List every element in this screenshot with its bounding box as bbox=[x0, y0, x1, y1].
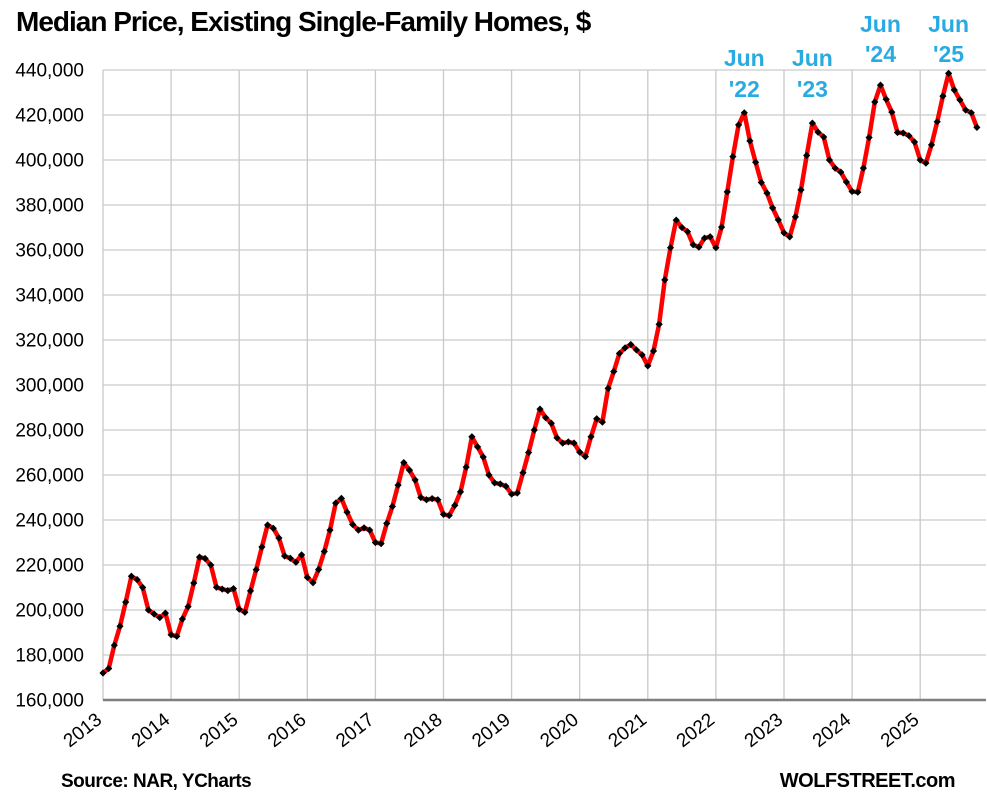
annotation-label: '22 bbox=[729, 76, 760, 102]
x-axis-labels: 2013 2014 2015 2016 2017 2018 2019 2020 2021 2022… bbox=[60, 709, 923, 752]
x-tick-label: 2025 bbox=[877, 709, 923, 752]
y-tick-label: 220,000 bbox=[15, 556, 84, 577]
y-tick-label: 340,000 bbox=[15, 286, 84, 307]
x-tick-label: 2023 bbox=[741, 709, 787, 752]
brand-wolfstreet: WOLFSTREET.com bbox=[779, 770, 956, 792]
x-tick-label: 2018 bbox=[400, 709, 446, 752]
annotation-label: '25 bbox=[933, 41, 964, 67]
x-tick-label: 2016 bbox=[264, 709, 310, 752]
x-tick-label: 2019 bbox=[468, 709, 514, 752]
y-tick-label: 200,000 bbox=[15, 601, 84, 622]
annotation-label: Jun bbox=[724, 45, 765, 71]
annotation-label: Jun bbox=[928, 11, 969, 37]
y-axis-labels: 160,000 180,000 200,000 220,000 240,000 260,0… bbox=[15, 61, 84, 712]
y-tick-label: 180,000 bbox=[15, 646, 84, 667]
peak-annotations: Jun '22 Jun '23 Jun '24 Jun '25 bbox=[724, 11, 969, 102]
annotation-label: Jun bbox=[860, 11, 901, 37]
annotation-label: Jun bbox=[792, 45, 833, 71]
y-tick-label: 360,000 bbox=[15, 241, 84, 262]
y-tick-label: 380,000 bbox=[15, 196, 84, 217]
source-note: Source: NAR, YCharts bbox=[61, 771, 252, 792]
x-tick-label: 2015 bbox=[196, 709, 242, 752]
x-tick-label: 2020 bbox=[537, 709, 583, 752]
y-tick-label: 160,000 bbox=[15, 691, 84, 712]
annotation-label: '23 bbox=[797, 76, 828, 102]
x-tick-label: 2017 bbox=[332, 709, 378, 752]
median-price-line bbox=[100, 71, 980, 676]
y-tick-label: 260,000 bbox=[15, 466, 84, 487]
y-tick-label: 240,000 bbox=[15, 511, 84, 532]
chart-title: Median Price, Existing Single-Family Hom… bbox=[16, 6, 591, 37]
y-tick-label: 300,000 bbox=[15, 376, 84, 397]
x-tick-label: 2014 bbox=[128, 709, 175, 752]
annotation-label: '24 bbox=[865, 41, 896, 67]
y-tick-label: 440,000 bbox=[15, 61, 84, 82]
gridlines bbox=[102, 69, 986, 702]
x-tick-label: 2013 bbox=[60, 709, 106, 752]
x-tick-label: 2022 bbox=[673, 709, 719, 752]
y-tick-label: 280,000 bbox=[15, 421, 84, 442]
y-tick-label: 320,000 bbox=[15, 331, 84, 352]
x-tick-label: 2021 bbox=[605, 709, 651, 752]
x-tick-label: 2024 bbox=[809, 709, 856, 752]
y-tick-label: 400,000 bbox=[15, 151, 84, 172]
y-tick-label: 420,000 bbox=[15, 106, 84, 127]
data-point-markers bbox=[99, 69, 981, 677]
